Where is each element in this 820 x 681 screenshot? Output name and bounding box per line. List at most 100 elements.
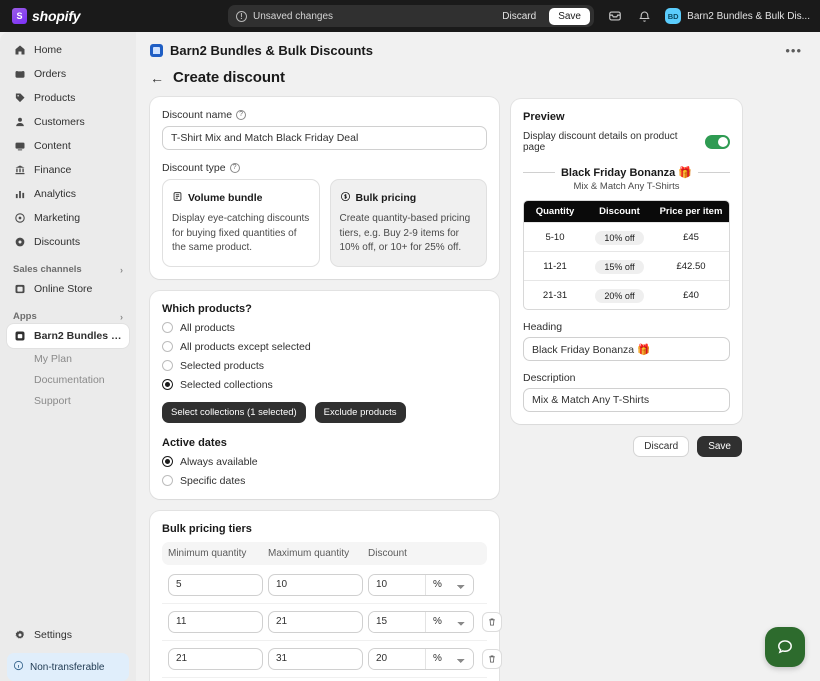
store-icon <box>13 283 26 296</box>
discount-value-input[interactable] <box>369 611 425 632</box>
preview-price: £45 <box>683 231 699 243</box>
radio-specific-dates[interactable]: Specific dates <box>162 475 487 487</box>
delete-tier-button[interactable] <box>482 611 502 632</box>
sidebar-item-barn2-app[interactable]: Barn2 Bundles & Bulk Dis... <box>7 324 129 348</box>
preview-price: £40 <box>683 289 699 301</box>
sidebar-item-content[interactable]: Content <box>7 134 129 158</box>
apps-label: Apps <box>13 311 37 322</box>
marketing-icon <box>13 212 26 225</box>
type-desc: Display eye-catching discounts for buyin… <box>172 213 310 253</box>
preview-price: £42.50 <box>676 260 706 272</box>
sidebar-item-discounts[interactable]: Discounts <box>7 230 129 254</box>
radio-all-except-selected[interactable]: All products except selected <box>162 341 487 353</box>
discard-button[interactable]: Discard <box>633 436 690 457</box>
preview-heading-row: Black Friday Bonanza 🎁 <box>523 166 731 179</box>
preview-description-text: Mix & Match Any T-Shirts <box>573 181 680 192</box>
chevron-right-icon: › <box>120 264 123 275</box>
radio-selected-products[interactable]: Selected products <box>162 360 487 372</box>
sidebar-label: Products <box>34 92 76 104</box>
select-collections-button[interactable]: Select collections (1 selected) <box>162 401 306 423</box>
info-icon <box>13 660 24 674</box>
discount-type-bulk-pricing[interactable]: Bulk pricing Create quantity-based prici… <box>329 179 487 267</box>
sidebar-item-my-plan[interactable]: My Plan <box>7 348 129 369</box>
radio-indicator <box>162 322 173 333</box>
heading-input[interactable] <box>523 337 730 361</box>
sidebar-item-analytics[interactable]: Analytics <box>7 182 129 206</box>
sidebar-item-products[interactable]: Products <box>7 86 129 110</box>
sidebar-label: Barn2 Bundles & Bulk Dis... <box>34 330 123 342</box>
sidebar-item-marketing[interactable]: Marketing <box>7 206 129 230</box>
discount-name-input[interactable] <box>162 126 487 150</box>
app-title: Barn2 Bundles & Bulk Discounts <box>170 43 373 58</box>
display-discount-toggle[interactable] <box>705 135 730 149</box>
discount-value-input[interactable] <box>369 574 425 595</box>
preview-pricing-table: Quantity Discount Price per item 5-10 10… <box>523 200 730 310</box>
unsaved-changes-label: Unsaved changes <box>253 10 334 22</box>
help-chat-button[interactable] <box>765 627 805 667</box>
preview-quantity: 11-21 <box>543 260 567 272</box>
sidebar-label: Support <box>34 394 71 407</box>
sidebar-item-customers[interactable]: Customers <box>7 110 129 134</box>
discard-button-topbar[interactable]: Discard <box>495 8 543 25</box>
discount-value-input[interactable] <box>369 648 425 669</box>
app-header: Barn2 Bundles & Bulk Discounts ••• <box>136 32 820 67</box>
radio-always-available[interactable]: Always available <box>162 456 487 468</box>
min-quantity-input[interactable] <box>168 610 263 633</box>
exclude-products-button[interactable]: Exclude products <box>314 401 406 423</box>
sidebar-item-support[interactable]: Support <box>7 390 129 411</box>
radio-selected-collections[interactable]: Selected collections <box>162 379 487 391</box>
sidebar-item-online-store[interactable]: Online Store <box>7 277 129 301</box>
help-icon[interactable]: ? <box>229 163 240 173</box>
discount-input-group: %£ <box>368 647 474 670</box>
type-title: Bulk pricing <box>355 192 417 204</box>
sidebar-label: Discounts <box>34 236 81 248</box>
save-button-topbar[interactable]: Save <box>549 7 590 25</box>
radio-all-products[interactable]: All products <box>162 322 487 334</box>
discount-name-label: Discount name ? <box>162 109 487 121</box>
inbox-icon[interactable] <box>607 8 623 24</box>
max-quantity-input[interactable] <box>268 610 363 633</box>
description-input[interactable] <box>523 388 730 412</box>
radio-label: All products <box>180 321 235 334</box>
sidebar-section-apps[interactable]: Apps › <box>13 311 123 322</box>
sidebar-item-finance[interactable]: Finance <box>7 158 129 182</box>
radio-label: Specific dates <box>180 474 246 487</box>
overflow-menu-button[interactable]: ••• <box>785 42 802 58</box>
back-arrow-icon[interactable]: ← <box>150 69 164 86</box>
preview-quantity: 21-31 <box>542 289 568 301</box>
sidebar-label: Online Store <box>34 283 93 295</box>
sidebar-item-settings[interactable]: Settings <box>7 623 129 647</box>
bell-icon[interactable] <box>636 8 652 24</box>
help-icon[interactable]: ? <box>236 110 247 120</box>
sidebar-item-orders[interactable]: Orders <box>7 62 129 86</box>
discount-unit-select[interactable]: %£ <box>425 648 473 669</box>
shopify-wordmark: shopify <box>32 8 81 24</box>
max-quantity-input[interactable] <box>268 647 363 670</box>
divider-right <box>698 172 731 173</box>
min-quantity-input[interactable] <box>168 573 263 596</box>
save-button[interactable]: Save <box>697 436 742 457</box>
barn2-app-icon <box>150 44 163 57</box>
discount-unit-select[interactable]: %£ <box>425 611 473 632</box>
discount-details-card: Discount name ? Discount type ? <box>150 97 499 279</box>
shopify-logo[interactable]: S shopify <box>8 8 218 24</box>
bulk-tiers-heading: Bulk pricing tiers <box>162 522 252 535</box>
top-bar: S shopify ! Unsaved changes Discard Save… <box>0 0 820 32</box>
column-header-discount: Discount <box>368 547 407 559</box>
radio-indicator <box>162 360 173 371</box>
sidebar-item-home[interactable]: Home <box>7 38 129 62</box>
table-row: %£ <box>162 604 502 641</box>
max-quantity-input[interactable] <box>268 573 363 596</box>
page-header: ← Create discount <box>150 67 499 97</box>
sidebar-item-documentation[interactable]: Documentation <box>7 369 129 390</box>
preview-col-quantity: Quantity <box>535 206 575 217</box>
delete-tier-button[interactable] <box>482 648 502 669</box>
sidebar-label: Finance <box>34 164 72 176</box>
user-menu[interactable]: BD Barn2 Bundles & Bulk Dis... <box>665 8 810 24</box>
discount-type-volume-bundle[interactable]: Volume bundle Display eye-catching disco… <box>162 179 320 267</box>
min-quantity-input[interactable] <box>168 647 263 670</box>
sidebar-section-sales-channels[interactable]: Sales channels › <box>13 264 123 275</box>
discount-unit-select[interactable]: %£ <box>425 574 473 595</box>
preview-discount-pill: 15% off <box>595 260 644 274</box>
sidebar-label: Documentation <box>34 373 105 386</box>
